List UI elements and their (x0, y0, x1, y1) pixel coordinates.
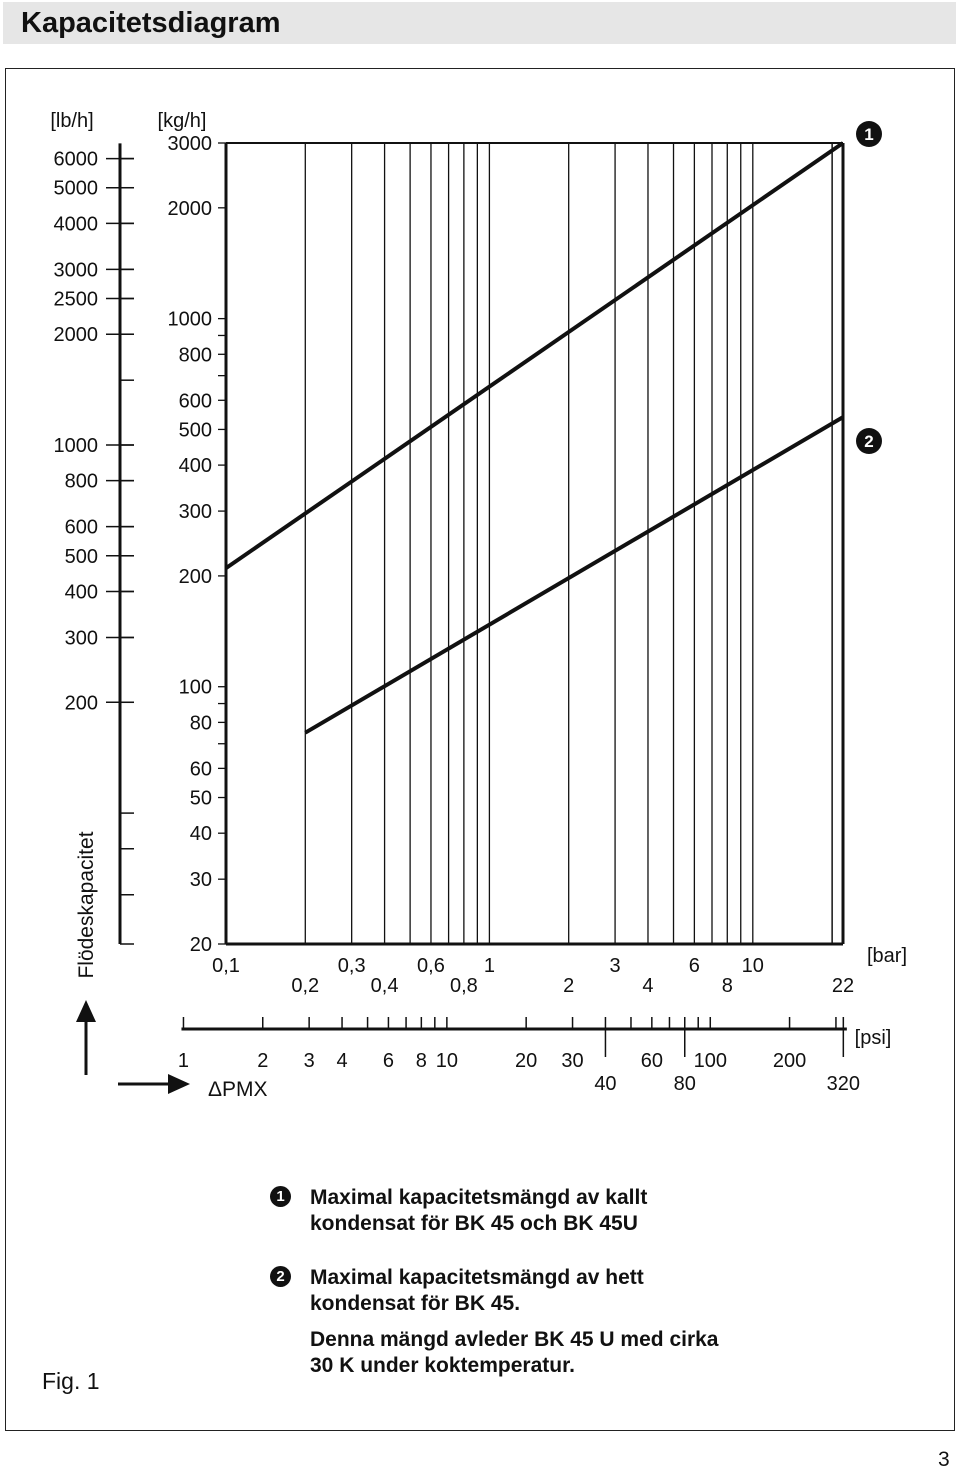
y-tick-label: 400 (179, 455, 212, 477)
psi-tick-label: 100 (694, 1050, 727, 1072)
y-tick-label: 60 (190, 758, 212, 780)
y-tick-label: 2000 (168, 198, 213, 220)
series-line-1 (224, 141, 845, 570)
legend-2-line-1: Maximal kapacitetsmängd av hett (310, 1266, 644, 1289)
lb-tick-label: 4000 (54, 213, 99, 235)
y-tick-label: 30 (190, 869, 212, 891)
page-number: 3 (938, 1448, 950, 1471)
x-tick-label: 10 (742, 955, 764, 977)
series-line-2 (304, 415, 845, 735)
x-tick-label: 0,6 (417, 955, 445, 977)
y-tick-label: 80 (190, 712, 212, 734)
y-tick-label: 800 (179, 344, 212, 366)
badge-2-icon: 2 (270, 1266, 291, 1287)
y-arrow-icon (76, 1000, 96, 1022)
series-badge-2-icon (856, 428, 882, 454)
psi-tick-label: 60 (641, 1050, 663, 1072)
lb-tick-label: 200 (65, 692, 98, 714)
psi-tick-label: 2 (257, 1050, 268, 1072)
x-tick-label: 0,3 (338, 955, 366, 977)
lb-tick-label: 5000 (54, 178, 99, 200)
series-badge-label: 1 (864, 125, 873, 144)
psi-tick-label: 30 (561, 1050, 583, 1072)
lb-tick-label: 500 (65, 546, 98, 568)
legend-1-line-1: Maximal kapacitetsmängd av kallt (310, 1186, 648, 1209)
psi-tick-label: 320 (827, 1073, 860, 1095)
y-tick-label: 600 (179, 390, 212, 412)
psi-tick-label: 3 (304, 1050, 315, 1072)
figure-label: Fig. 1 (42, 1368, 100, 1394)
x-axis-title: ΔPMX (208, 1078, 268, 1101)
legend-item-2: 2 Maximal kapacitetsmängd av hett konden… (270, 1265, 644, 1317)
series-badge-1-icon (856, 121, 882, 147)
legend-3-line-1: Denna mängd avleder BK 45 U med cirka (310, 1328, 719, 1351)
y-tick-label: 20 (190, 934, 212, 956)
lb-tick-label: 3000 (54, 259, 99, 281)
psi-tick-label: 80 (674, 1073, 696, 1095)
y-tick-label: 200 (179, 566, 212, 588)
lb-tick-label: 2000 (54, 324, 99, 346)
page-title: Kapacitetsdiagram (21, 7, 281, 39)
psi-tick-label: 8 (416, 1050, 427, 1072)
psi-tick-label: 6 (383, 1050, 394, 1072)
x-tick-label: 1 (484, 955, 495, 977)
legend-2-line-2: kondensat för BK 45. (310, 1292, 521, 1315)
lb-tick-label: 400 (65, 581, 98, 603)
psi-tick-label: 4 (336, 1050, 347, 1072)
legend-1-line-2: kondensat för BK 45 och BK 45U (310, 1212, 638, 1235)
y-tick-label: 1000 (168, 309, 213, 331)
y-tick-label: 100 (179, 677, 212, 699)
lb-tick-label: 1000 (54, 435, 99, 457)
page-header: Kapacitetsdiagram (3, 2, 956, 44)
y-tick-label: 40 (190, 823, 212, 845)
x-unit-label: [bar] (867, 945, 907, 967)
figure-frame (5, 68, 955, 1431)
x-tick-label: 2 (563, 975, 574, 997)
lb-tick-label: 300 (65, 627, 98, 649)
x-tick-label: 22 (832, 975, 854, 997)
y-tick-label: 500 (179, 419, 212, 441)
legend-3-line-2: 30 K under koktemperatur. (310, 1354, 575, 1377)
legend-item-1: 1 Maximal kapacitetsmängd av kallt konde… (270, 1185, 647, 1237)
x-tick-label: 0,8 (450, 975, 478, 997)
badge-1-icon: 1 (270, 1186, 291, 1207)
x-tick-label: 0,2 (291, 975, 319, 997)
lb-tick-label: 800 (65, 471, 98, 493)
x-tick-label: 4 (642, 975, 653, 997)
psi-tick-label: 10 (436, 1050, 458, 1072)
series-badge-label: 2 (864, 432, 873, 451)
x-tick-label: 6 (689, 955, 700, 977)
x-tick-label: 3 (610, 955, 621, 977)
lb-tick-label: 6000 (54, 149, 99, 171)
lb-tick-label: 600 (65, 517, 98, 539)
y-axis-title: Flödeskapacitet (75, 831, 98, 978)
psi-tick-label: 40 (594, 1073, 616, 1095)
lb-unit-label: [lb/h] (50, 110, 93, 132)
y-tick-label: 300 (179, 501, 212, 523)
psi-unit-label: [psi] (855, 1027, 892, 1049)
x-arrow-icon (168, 1074, 190, 1094)
legend-note: Denna mängd avleder BK 45 U med cirka 30… (270, 1327, 719, 1379)
y-tick-label: 50 (190, 788, 212, 810)
y-tick-label: 3000 (168, 133, 213, 155)
lb-tick-label: 2500 (54, 289, 99, 311)
x-tick-label: 0,4 (371, 975, 399, 997)
y-unit-label: [kg/h] (158, 110, 207, 132)
x-tick-label: 8 (722, 975, 733, 997)
psi-tick-label: 200 (773, 1050, 806, 1072)
psi-tick-label: 1 (178, 1050, 189, 1072)
x-tick-label: 0,1 (212, 955, 240, 977)
psi-tick-label: 20 (515, 1050, 537, 1072)
